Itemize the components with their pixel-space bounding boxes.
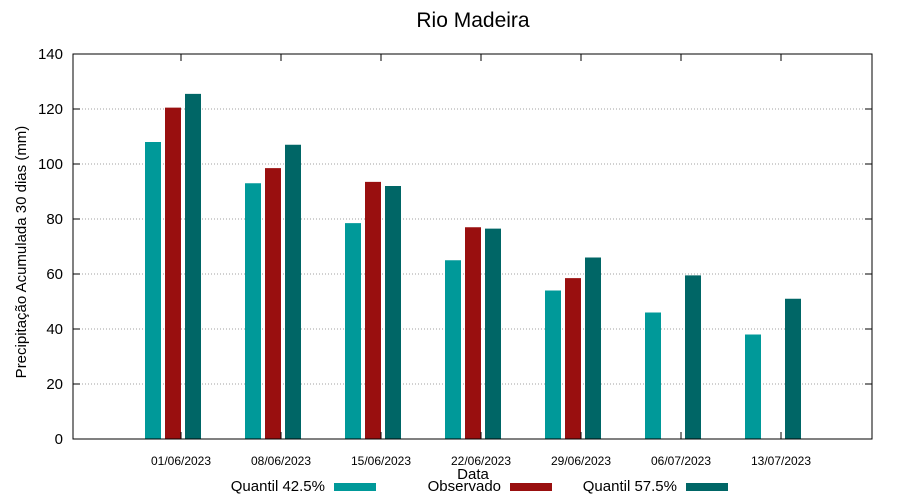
x-tick-label: 15/06/2023 [351,454,411,468]
x-axis-label: Data [457,466,489,483]
x-axis-ticks: 01/06/2023 08/06/2023 15/06/2023 22/06/2023… [151,54,811,468]
y-tick-label: 20 [46,376,63,393]
bar [585,257,601,439]
bar [265,168,281,439]
bar [565,278,581,439]
legend: Quantil 42.5% Observado Quantil 57.5% [231,478,728,495]
chart-title: Rio Madeira [416,9,530,32]
bar [645,312,661,439]
legend-label: Quantil 57.5% [583,478,677,495]
x-tick-label: 06/07/2023 [651,454,711,468]
bar [285,144,301,439]
bar [145,142,161,439]
legend-swatch [510,483,552,491]
y-tick-label: 40 [46,321,63,338]
bar [685,275,701,439]
x-tick-label: 08/06/2023 [251,454,311,468]
bars [145,93,801,439]
x-tick-label: 22/06/2023 [451,454,511,468]
plot-border [72,53,873,440]
y-axis-ticks: 0 20 40 60 80 100 120 140 [38,46,872,448]
y-tick-label: 100 [38,156,63,173]
bar [365,181,381,439]
bar [345,223,361,439]
bar [465,227,481,439]
legend-swatch [334,483,376,491]
x-tick-label: 29/06/2023 [551,454,611,468]
bar [385,186,401,439]
y-tick-label: 80 [46,211,63,228]
legend-swatch [686,483,728,491]
bar [245,183,261,439]
y-tick-label: 0 [55,431,63,448]
x-tick-label: 01/06/2023 [151,454,211,468]
bar [745,334,761,439]
bar [185,93,201,439]
y-tick-label: 120 [38,101,63,118]
y-tick-label: 60 [46,266,63,283]
bar [485,228,501,439]
y-tick-label: 140 [38,46,63,63]
bar [545,290,561,439]
y-axis-label: Precipitação Acumulada 30 dias (mm) [13,126,30,379]
legend-label: Quantil 42.5% [231,478,325,495]
x-tick-label: 13/07/2023 [751,454,811,468]
bar [165,107,181,439]
legend-label: Observado [428,478,501,495]
bar [445,260,461,439]
bar [785,298,801,439]
